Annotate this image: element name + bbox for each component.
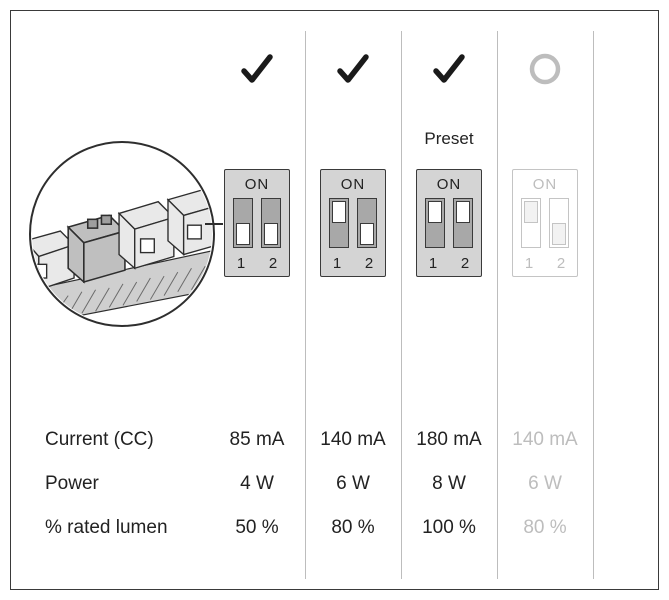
dip-slider [264,223,278,245]
dip-on-label: ON [417,176,481,193]
dip-slider [524,201,538,223]
dip-slider [428,201,442,223]
col-separator [401,31,402,579]
dip-number: 1 [333,255,341,272]
preset-label: Preset [409,129,489,149]
dip-slider [456,201,470,223]
dip-slider [552,223,566,245]
dip-on-label: ON [321,176,385,193]
dip-number: 2 [269,255,277,272]
col-separator [497,31,498,579]
dip-slot [357,198,377,248]
dip-number: 1 [429,255,437,272]
dip-number: 2 [365,255,373,272]
spec-label-power: Power [45,473,99,495]
dip-slot [425,198,445,248]
dip-number: 2 [461,255,469,272]
dip-slider [236,223,250,245]
dip-slot [453,198,473,248]
dip-on-label: ON [513,176,577,193]
check-icon [431,51,467,87]
spec-label-lumen: % rated lumen [45,517,168,539]
spec-value-lumen: 100 % [404,517,494,539]
spec-value-current: 85 mA [212,429,302,451]
dip-slider [332,201,346,223]
dip-slider [360,223,374,245]
spec-value-power: 6 W [500,473,590,495]
dip-slot [233,198,253,248]
spec-value-lumen: 80 % [308,517,398,539]
spec-value-power: 4 W [212,473,302,495]
circle-icon [527,51,563,87]
spec-value-current: 180 mA [404,429,494,451]
diagram-frame: Preset ON 1 2 ON 1 2 ON 1 2 ON 1 2 Current (CC) Pow… [10,10,659,590]
check-icon [239,51,275,87]
col-separator [593,31,594,579]
dip-switch: ON 1 2 [224,169,290,277]
dip-on-label: ON [225,176,289,193]
dip-switch-photo [29,141,215,327]
col-separator [305,31,306,579]
dip-switch: ON 1 2 [416,169,482,277]
photo-connector-line [205,223,223,225]
spec-value-power: 6 W [308,473,398,495]
dip-slot [261,198,281,248]
spec-value-lumen: 50 % [212,517,302,539]
check-icon [335,51,371,87]
spec-value-power: 8 W [404,473,494,495]
dip-number: 1 [525,255,533,272]
dip-number: 1 [237,255,245,272]
dip-slot [549,198,569,248]
spec-value-current: 140 mA [500,429,590,451]
dip-number: 2 [557,255,565,272]
spec-value-lumen: 80 % [500,517,590,539]
dip-switch: ON 1 2 [512,169,578,277]
spec-label-current: Current (CC) [45,429,154,451]
dip-switch: ON 1 2 [320,169,386,277]
dip-slot [329,198,349,248]
spec-value-current: 140 mA [308,429,398,451]
dip-slot [521,198,541,248]
